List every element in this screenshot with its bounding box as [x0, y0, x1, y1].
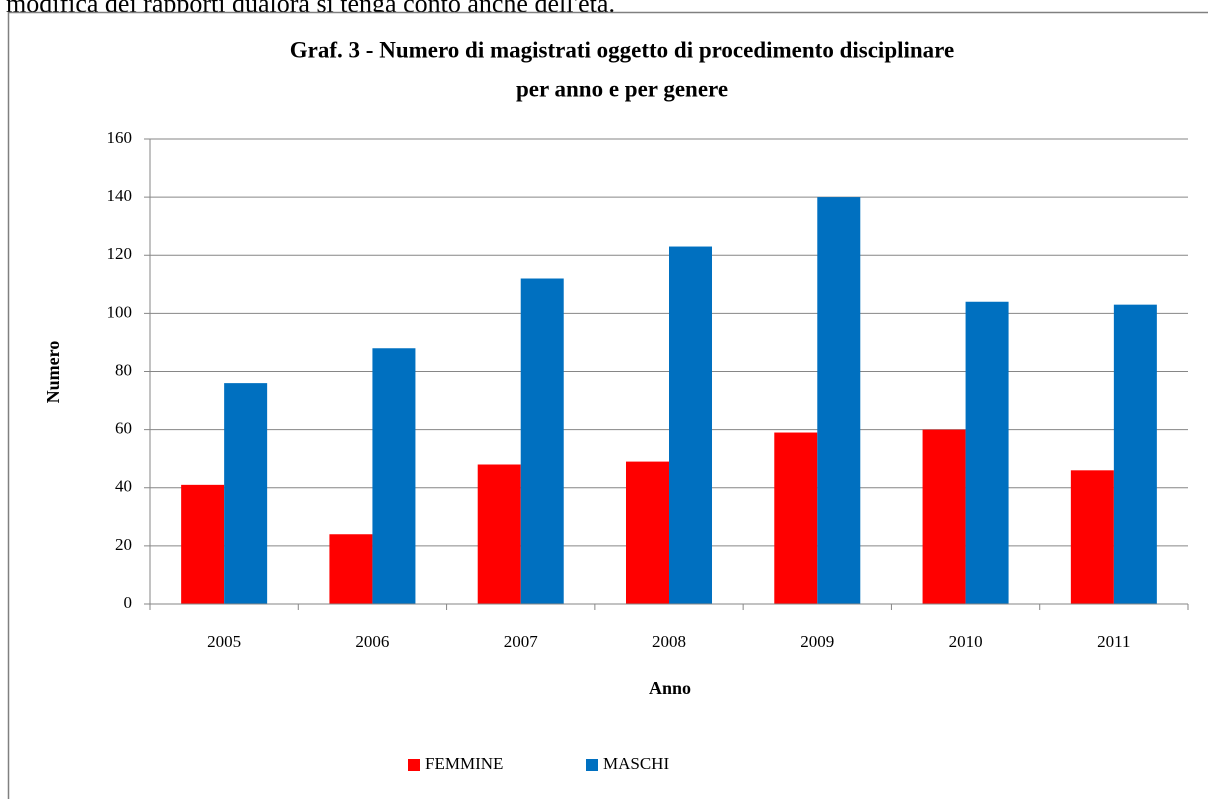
- x-tick-label: 2007: [504, 632, 539, 651]
- bar: [1113, 304, 1157, 604]
- bar: [774, 432, 818, 604]
- legend-swatch: [408, 759, 420, 771]
- bar: [477, 464, 521, 604]
- y-tick-label: 40: [115, 477, 132, 496]
- x-tick-label: 2011: [1097, 632, 1130, 651]
- legend-label: FEMMINE: [425, 754, 503, 773]
- y-tick-label: 100: [107, 302, 133, 321]
- bar: [224, 383, 268, 604]
- x-tick-label: 2009: [800, 632, 834, 651]
- bar: [181, 484, 225, 604]
- x-tick-label: 2010: [949, 632, 983, 651]
- y-axis-label: Numero: [43, 341, 63, 404]
- x-tick-label: 2005: [207, 632, 241, 651]
- y-tick-label: 160: [107, 128, 133, 147]
- y-tick-label: 80: [115, 360, 132, 379]
- y-tick-label: 0: [124, 593, 133, 612]
- legend-swatch: [586, 759, 598, 771]
- bar: [625, 461, 669, 604]
- chart-frame: [7, 11, 1208, 799]
- y-tick-label: 60: [115, 419, 132, 438]
- x-tick-label: 2008: [652, 632, 686, 651]
- bar: [669, 246, 713, 604]
- chart-title: per anno e per genere: [516, 76, 728, 101]
- legend-label: MASCHI: [603, 754, 669, 773]
- y-tick-label: 120: [107, 244, 133, 263]
- x-axis-label: Anno: [649, 678, 691, 698]
- y-tick-label: 140: [107, 186, 133, 205]
- bar: [1070, 470, 1114, 604]
- bar: [520, 278, 564, 604]
- bar: [372, 348, 416, 604]
- bar: [817, 197, 861, 604]
- bar: [329, 534, 373, 604]
- bar: [965, 301, 1009, 604]
- bar: [922, 429, 966, 604]
- chart-title: Graf. 3 - Numero di magistrati oggetto d…: [290, 37, 954, 62]
- x-tick-label: 2006: [355, 632, 389, 651]
- y-tick-label: 20: [115, 535, 132, 554]
